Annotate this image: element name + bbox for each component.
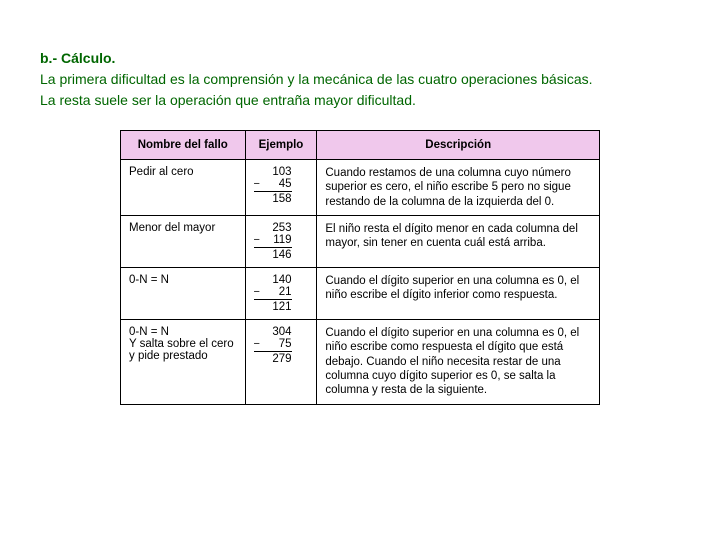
table-row: Menor del mayor253−119146El niño resta e… xyxy=(121,215,600,267)
errors-table: Nombre del fallo Ejemplo Descripción Ped… xyxy=(120,130,600,405)
section-heading: b.- Cálculo. xyxy=(40,50,680,66)
cell-desc: Cuando el dígito superior en una columna… xyxy=(317,319,600,404)
cell-desc: Cuando el dígito superior en una columna… xyxy=(317,267,600,319)
table-row: 0-N = N140−21121Cuando el dígito superio… xyxy=(121,267,600,319)
cell-example: 140−21121 xyxy=(245,267,317,319)
table-row: Pedir al cero103−45158Cuando restamos de… xyxy=(121,159,600,215)
paragraph-1: La primera dificultad es la comprensión … xyxy=(40,70,680,89)
cell-name: Menor del mayor xyxy=(121,215,246,267)
cell-name: 0-N = N Y salta sobre el cero y pide pre… xyxy=(121,319,246,404)
table-row: 0-N = N Y salta sobre el cero y pide pre… xyxy=(121,319,600,404)
cell-name: 0-N = N xyxy=(121,267,246,319)
cell-desc: Cuando restamos de una columna cuyo núme… xyxy=(317,159,600,215)
cell-desc: El niño resta el dígito menor en cada co… xyxy=(317,215,600,267)
cell-example: 253−119146 xyxy=(245,215,317,267)
errors-table-container: Nombre del fallo Ejemplo Descripción Ped… xyxy=(120,130,600,405)
table-header-row: Nombre del fallo Ejemplo Descripción xyxy=(121,130,600,159)
cell-example: 304−75279 xyxy=(245,319,317,404)
paragraph-2: La resta suele ser la operación que entr… xyxy=(40,91,680,110)
header-name: Nombre del fallo xyxy=(121,130,246,159)
cell-name: Pedir al cero xyxy=(121,159,246,215)
cell-example: 103−45158 xyxy=(245,159,317,215)
header-example: Ejemplo xyxy=(245,130,317,159)
header-desc: Descripción xyxy=(317,130,600,159)
